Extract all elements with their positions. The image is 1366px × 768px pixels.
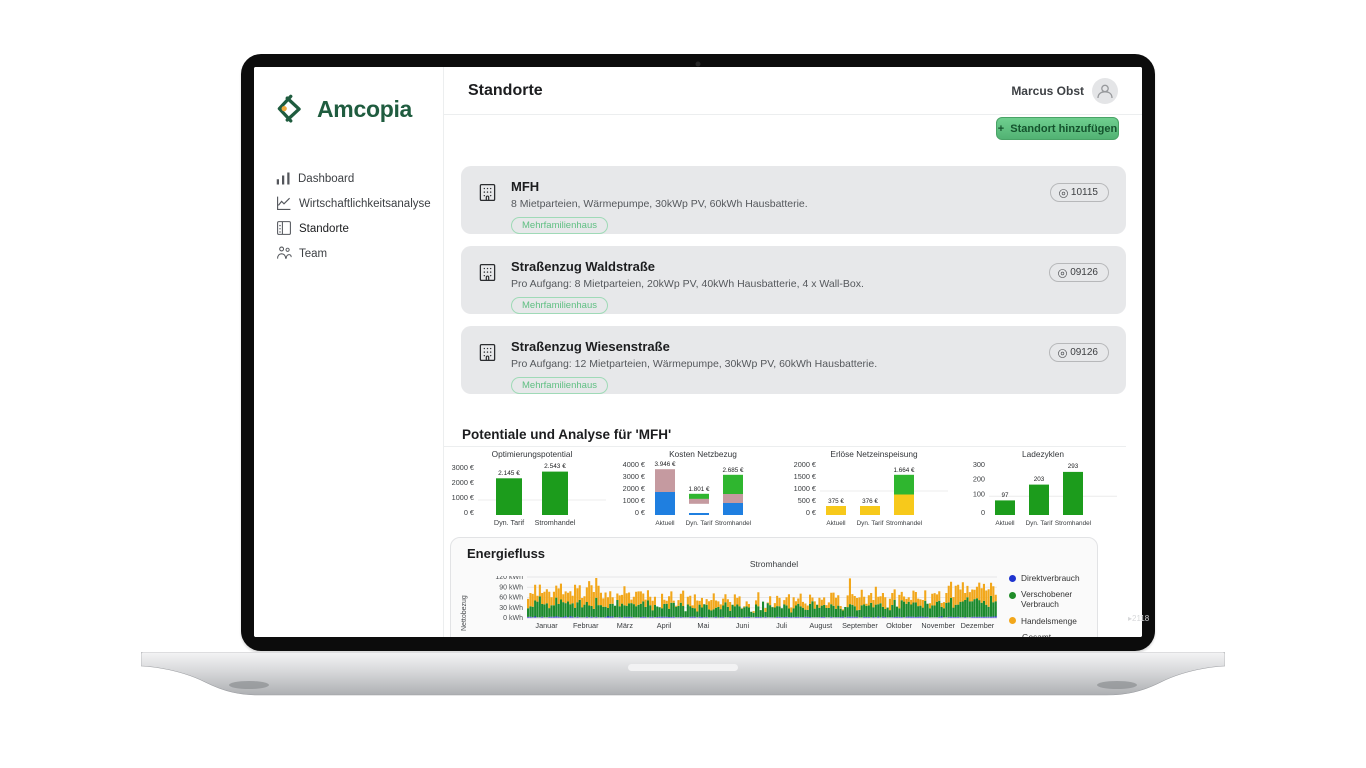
svg-text:0 kWh: 0 kWh (503, 615, 523, 622)
svg-text:Erlöse Netzeinspeisung: Erlöse Netzeinspeisung (830, 449, 918, 459)
svg-text:376 €: 376 € (862, 498, 878, 505)
svg-text:Stromhandel: Stromhandel (715, 520, 751, 527)
svg-text:2000 €: 2000 € (452, 478, 474, 487)
svg-text:293: 293 (1068, 463, 1079, 470)
svg-text:3.946 €: 3.946 € (654, 461, 676, 468)
svg-text:1000 €: 1000 € (794, 484, 816, 493)
svg-text:30 kWh: 30 kWh (499, 605, 523, 612)
svg-text:Oktober: Oktober (886, 621, 913, 630)
svg-text:2000 €: 2000 € (623, 484, 645, 493)
svg-text:Stromhandel: Stromhandel (535, 518, 576, 527)
svg-text:4000 €: 4000 € (623, 460, 645, 469)
svg-text:November: November (921, 621, 955, 630)
svg-text:Februar: Februar (573, 621, 599, 630)
svg-text:2000 €: 2000 € (794, 460, 816, 469)
svg-text:0: 0 (981, 508, 985, 517)
svg-text:2.543 €: 2.543 € (544, 463, 566, 470)
svg-text:120 kWh: 120 kWh (495, 576, 523, 581)
svg-text:0 €: 0 € (806, 508, 816, 517)
svg-text:1000 €: 1000 € (623, 496, 645, 505)
svg-text:August: August (809, 621, 832, 630)
svg-text:60 kWh: 60 kWh (499, 595, 523, 602)
svg-text:375 €: 375 € (828, 498, 844, 505)
svg-text:1000 €: 1000 € (452, 493, 474, 502)
svg-text:90 kWh: 90 kWh (499, 584, 523, 591)
svg-text:Dyn. Tarif: Dyn. Tarif (1026, 520, 1053, 527)
svg-text:100: 100 (973, 489, 985, 498)
svg-text:Stromhandel: Stromhandel (886, 520, 922, 527)
svg-text:Dyn. Tarif: Dyn. Tarif (857, 520, 884, 527)
svg-text:1.801 €: 1.801 € (688, 486, 710, 493)
svg-text:Dyn. Tarif: Dyn. Tarif (686, 520, 713, 527)
svg-text:März: März (617, 621, 634, 630)
svg-text:500 €: 500 € (798, 496, 816, 505)
svg-text:2.685 €: 2.685 € (722, 467, 744, 474)
svg-text:1.664 €: 1.664 € (893, 467, 915, 474)
svg-text:3000 €: 3000 € (623, 472, 645, 481)
svg-text:Aktuell: Aktuell (655, 520, 674, 527)
svg-text:203: 203 (1034, 476, 1045, 483)
svg-text:Juli: Juli (776, 621, 787, 630)
svg-text:Stromhandel: Stromhandel (1055, 520, 1091, 527)
svg-text:2.145 €: 2.145 € (498, 470, 520, 477)
svg-text:Optimierungspotential: Optimierungspotential (492, 449, 573, 459)
svg-text:97: 97 (1001, 492, 1009, 499)
svg-text:Kosten Netzbezug: Kosten Netzbezug (669, 449, 737, 459)
svg-text:Dyn. Tarif: Dyn. Tarif (494, 518, 524, 527)
svg-text:0 €: 0 € (464, 508, 474, 517)
svg-text:3000 €: 3000 € (452, 463, 474, 472)
svg-text:1500 €: 1500 € (794, 472, 816, 481)
svg-text:0 €: 0 € (635, 508, 645, 517)
svg-text:Mai: Mai (697, 621, 709, 630)
svg-text:Januar: Januar (535, 621, 558, 630)
svg-text:September: September (842, 621, 878, 630)
svg-text:Aktuell: Aktuell (995, 520, 1014, 527)
svg-text:Dezember: Dezember (961, 621, 995, 630)
svg-text:200: 200 (973, 475, 985, 484)
svg-text:Ladezyklen: Ladezyklen (1022, 449, 1064, 459)
svg-text:Juni: Juni (736, 621, 750, 630)
svg-text:April: April (657, 621, 672, 630)
svg-text:300: 300 (973, 460, 985, 469)
svg-text:Aktuell: Aktuell (826, 520, 845, 527)
